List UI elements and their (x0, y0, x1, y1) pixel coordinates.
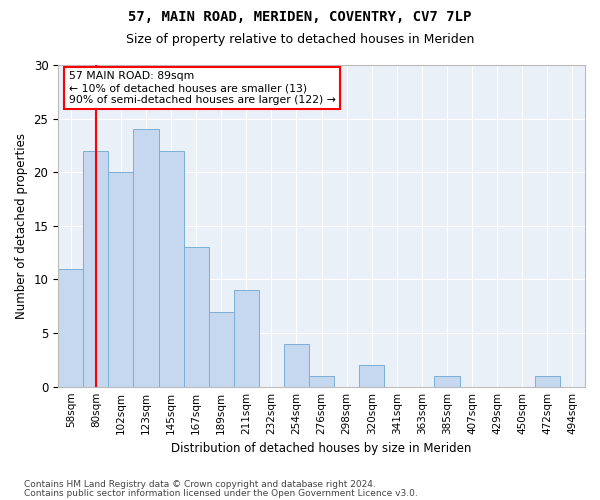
Bar (209, 312, 234, 386)
Y-axis label: Number of detached properties: Number of detached properties (15, 133, 28, 319)
Bar (133, 130, 158, 386)
Bar (535, 376, 560, 386)
Bar (83, 151, 109, 386)
Bar (184, 248, 209, 386)
Text: 57 MAIN ROAD: 89sqm
← 10% of detached houses are smaller (13)
90% of semi-detach: 57 MAIN ROAD: 89sqm ← 10% of detached ho… (68, 72, 335, 104)
Bar (434, 376, 460, 386)
Text: Size of property relative to detached houses in Meriden: Size of property relative to detached ho… (126, 32, 474, 46)
Bar (109, 172, 133, 386)
Text: Contains public sector information licensed under the Open Government Licence v3: Contains public sector information licen… (24, 488, 418, 498)
Bar (158, 151, 184, 386)
Bar (234, 290, 259, 386)
Text: Contains HM Land Registry data © Crown copyright and database right 2024.: Contains HM Land Registry data © Crown c… (24, 480, 376, 489)
Text: 57, MAIN ROAD, MERIDEN, COVENTRY, CV7 7LP: 57, MAIN ROAD, MERIDEN, COVENTRY, CV7 7L… (128, 10, 472, 24)
Bar (58, 268, 83, 386)
Bar (359, 365, 384, 386)
Bar (309, 376, 334, 386)
X-axis label: Distribution of detached houses by size in Meriden: Distribution of detached houses by size … (172, 442, 472, 455)
Bar (284, 344, 309, 387)
